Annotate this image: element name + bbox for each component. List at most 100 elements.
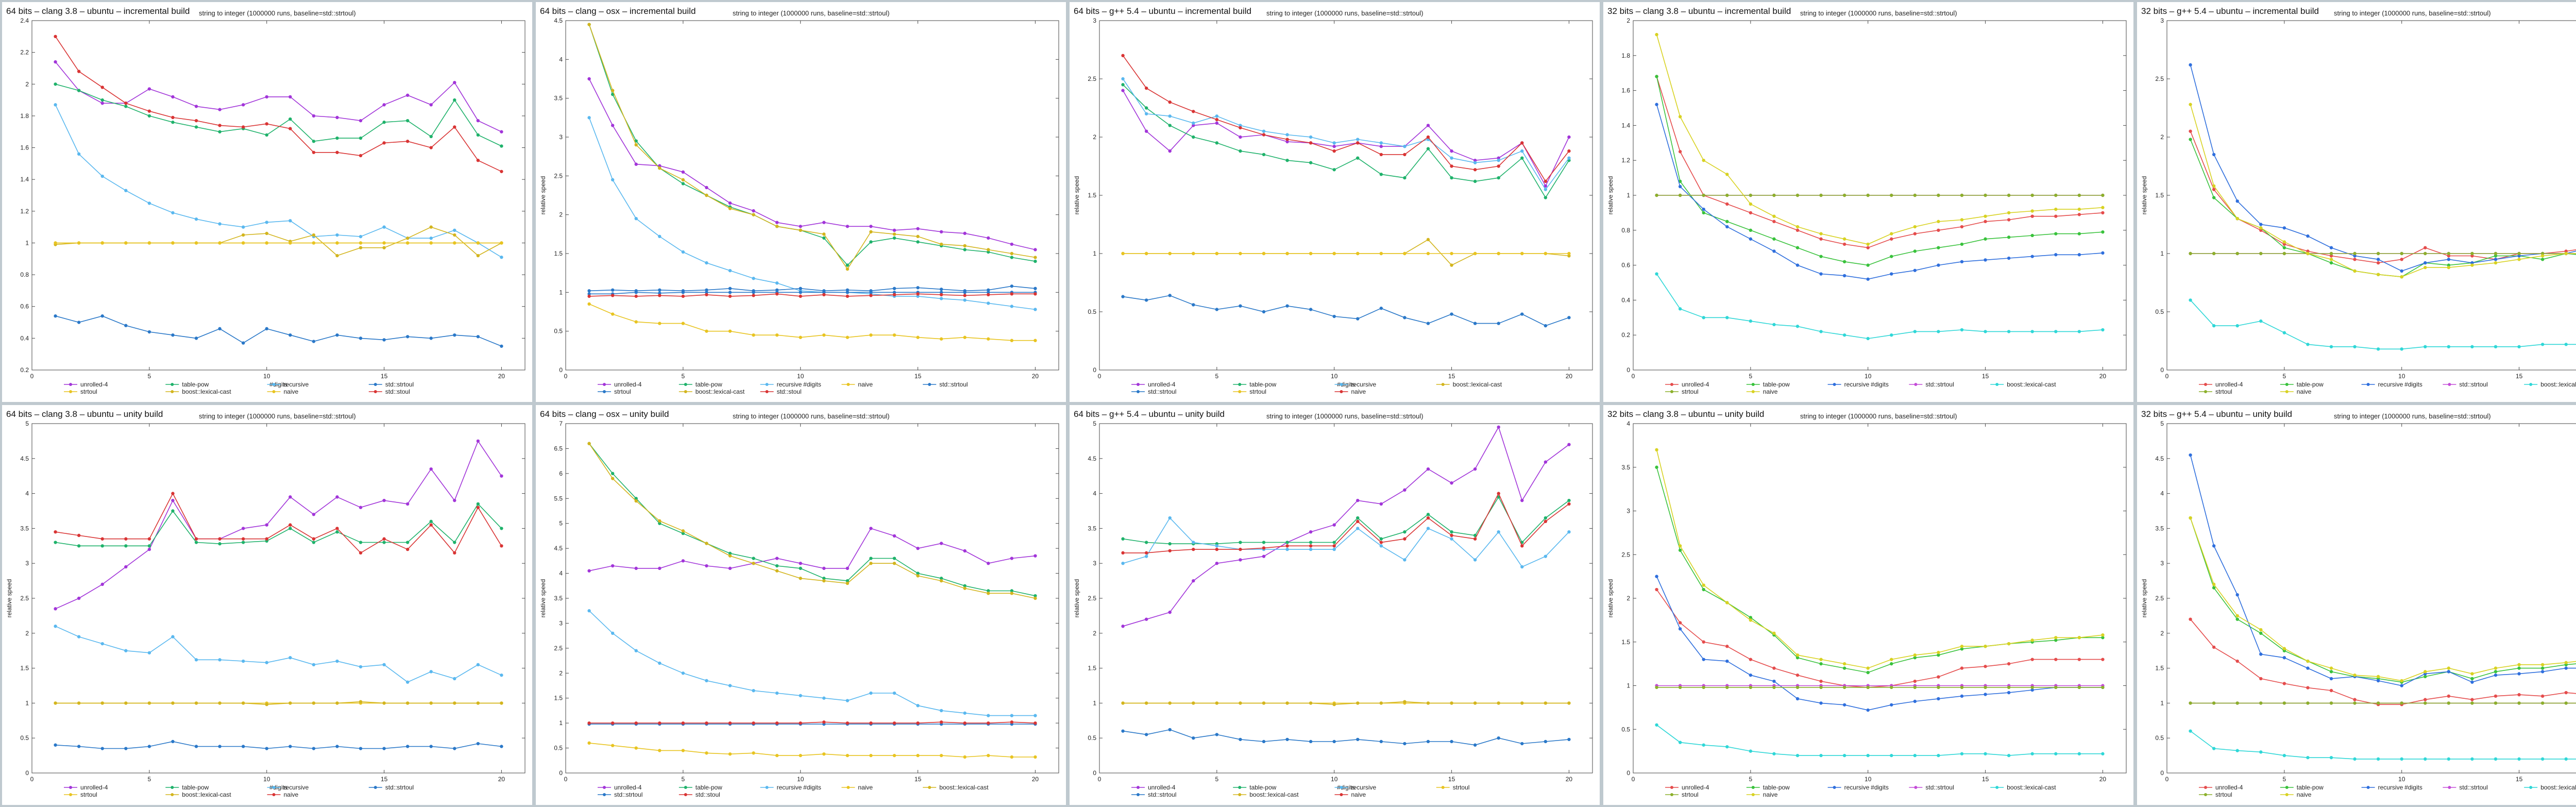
data-point <box>681 671 685 675</box>
data-point <box>1544 516 1548 520</box>
data-point <box>1890 255 1893 258</box>
x-tick-label: 15 <box>381 373 388 380</box>
data-point <box>1913 268 1917 272</box>
data-point <box>1913 249 1917 253</box>
data-point <box>241 103 245 107</box>
data-point <box>1866 666 1870 670</box>
data-point <box>1866 277 1870 281</box>
data-point <box>1121 625 1125 628</box>
data-point <box>241 225 245 229</box>
legend-label: table-pow <box>182 784 209 791</box>
chart-subtitle: string to integer (1000000 runs, baselin… <box>199 412 356 420</box>
data-point <box>2517 666 2521 670</box>
data-point <box>1473 537 1477 541</box>
series-line-0 <box>55 61 502 132</box>
data-point <box>2235 593 2239 597</box>
x-tick-label: 20 <box>2099 776 2107 783</box>
legend-marker <box>272 390 276 393</box>
data-point <box>453 677 456 681</box>
data-point <box>405 335 410 339</box>
data-point <box>775 288 779 292</box>
data-point <box>2494 670 2498 674</box>
series-line-6 <box>1123 492 1569 553</box>
data-point <box>453 233 456 237</box>
data-point <box>2540 666 2545 670</box>
chart-panel-1: 64 bits – clang 3.8 – ubuntu – increment… <box>2 2 532 402</box>
data-point <box>634 320 638 324</box>
data-point <box>869 691 873 695</box>
data-point <box>405 541 410 544</box>
data-point <box>658 291 662 295</box>
legend-label: table-pow <box>1763 381 1790 388</box>
data-point <box>775 221 779 224</box>
data-point <box>405 237 410 240</box>
data-point <box>1239 304 1242 308</box>
data-point <box>1473 467 1477 471</box>
data-point <box>2540 254 2545 258</box>
data-point <box>1215 121 1219 125</box>
data-point <box>1426 513 1430 516</box>
data-point <box>312 114 316 118</box>
data-point <box>681 182 685 186</box>
data-point <box>1655 32 1658 37</box>
y-tick-label: 1.6 <box>20 144 29 152</box>
x-tick-label: 15 <box>1982 776 1989 783</box>
data-point <box>1937 697 1940 701</box>
data-point <box>1819 232 1823 236</box>
data-point <box>1144 251 1148 256</box>
data-point <box>265 747 268 750</box>
data-point <box>2189 138 2192 141</box>
data-point <box>634 162 638 166</box>
data-point <box>1567 251 1571 256</box>
data-point <box>289 219 292 223</box>
data-point <box>2189 251 2192 256</box>
data-point <box>1239 126 1242 130</box>
data-point <box>939 709 943 713</box>
data-point <box>2077 207 2081 211</box>
data-point <box>2077 636 2081 640</box>
y-tick-label: 0 <box>1093 769 1096 777</box>
data-point <box>2101 633 2105 637</box>
data-point <box>1520 251 1524 256</box>
data-point <box>1497 156 1500 160</box>
data-point <box>845 753 850 758</box>
data-point <box>2447 263 2451 267</box>
data-point <box>658 721 662 725</box>
legend-label: table-pow <box>2297 381 2324 388</box>
legend-marker <box>846 786 850 789</box>
data-point <box>752 294 755 297</box>
data-point <box>453 498 456 502</box>
data-point <box>1033 721 1037 725</box>
series-line-2 <box>1656 104 2103 280</box>
data-point <box>2077 193 2081 197</box>
data-point <box>728 207 732 210</box>
data-point <box>1960 218 1964 222</box>
data-point <box>869 527 873 530</box>
data-point <box>429 467 433 471</box>
data-point <box>2259 652 2263 656</box>
data-point <box>1473 168 1477 172</box>
data-point <box>1309 161 1313 164</box>
data-point <box>1984 685 1987 690</box>
data-point <box>1262 546 1266 550</box>
data-point <box>1819 753 1823 758</box>
data-point <box>799 577 802 580</box>
data-point <box>2540 757 2545 761</box>
data-point <box>476 254 480 258</box>
data-point <box>987 589 990 593</box>
data-point <box>2470 261 2474 265</box>
data-point <box>2517 672 2521 676</box>
legend-marker <box>1137 793 1140 796</box>
data-point <box>587 294 591 298</box>
data-point <box>611 178 615 182</box>
data-point <box>963 291 967 294</box>
data-point <box>822 720 826 724</box>
data-point <box>2054 752 2058 755</box>
data-point <box>1144 298 1148 302</box>
data-point <box>289 241 292 245</box>
data-point <box>611 744 615 747</box>
data-point <box>1749 749 1753 753</box>
data-point <box>892 333 896 337</box>
